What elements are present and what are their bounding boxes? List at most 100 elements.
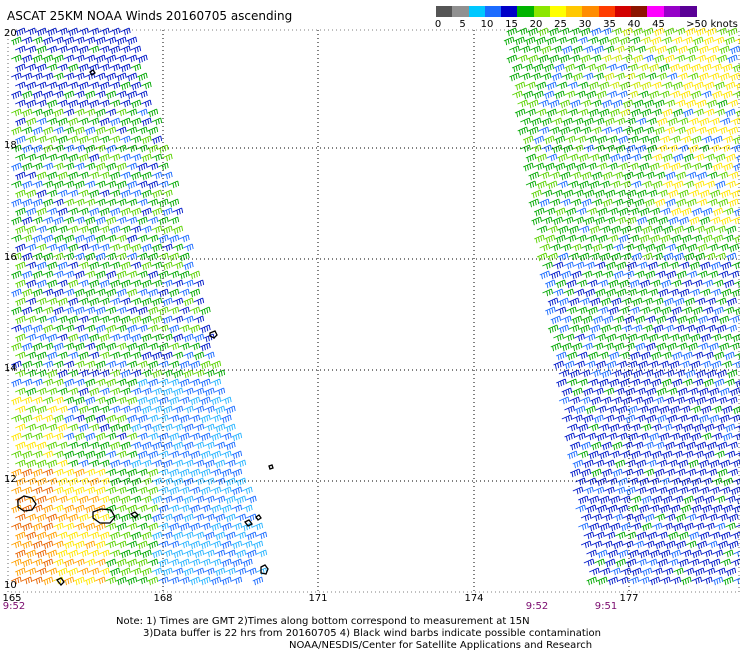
wind-barb (109, 423, 121, 433)
wind-barb (32, 396, 43, 405)
wind-barb (57, 387, 68, 396)
wind-barb (580, 99, 592, 108)
wind-barb (36, 279, 47, 289)
wind-barb (36, 315, 47, 324)
wind-barb (137, 504, 148, 513)
wind-barb (95, 468, 106, 477)
wind-barb (78, 63, 89, 73)
wind-barb (130, 261, 142, 270)
wind-barb (189, 378, 201, 387)
wind-barb (120, 117, 131, 127)
wind-barb (214, 531, 226, 541)
wind-barb (628, 234, 640, 243)
wind-barb (120, 495, 131, 505)
wind-barb (693, 495, 705, 505)
wind-barb (162, 387, 173, 397)
wind-barb (116, 432, 127, 441)
wind-barb (724, 423, 736, 433)
wind-barb (611, 27, 622, 36)
wind-barb (581, 270, 593, 279)
wind-barb (130, 81, 142, 91)
wind-barb (532, 90, 544, 100)
wind-barb (731, 261, 740, 270)
wind-barb (183, 513, 194, 523)
wind-barb (32, 468, 43, 478)
wind-barb (63, 288, 75, 297)
wind-barb (696, 171, 708, 181)
wind-barb (109, 243, 121, 252)
wind-barb (183, 459, 194, 468)
wind-barb (571, 342, 583, 352)
wind-barb (137, 522, 148, 531)
wind-barb (210, 450, 222, 460)
wind-barb (693, 180, 705, 190)
wind-barb (99, 387, 110, 396)
wind-barb (147, 144, 159, 154)
wind-barb (592, 315, 604, 325)
wind-barb (88, 405, 100, 414)
wind-barb (640, 81, 652, 91)
wind-barb (46, 387, 58, 396)
wind-barb (120, 405, 131, 414)
wind-barb (711, 90, 723, 100)
wind-barb (690, 504, 702, 514)
wind-barb (710, 288, 721, 297)
wind-barb (105, 216, 117, 226)
wind-barb (561, 45, 573, 55)
wind-barb (88, 567, 100, 576)
wind-barb (221, 432, 232, 441)
wind-barb (628, 162, 639, 171)
wind-barb (183, 441, 194, 451)
wind-barb (619, 36, 630, 46)
wind-barb (42, 414, 54, 423)
wind-barb (105, 360, 117, 369)
wind-barb (53, 360, 64, 369)
wind-barb (536, 252, 548, 262)
wind-barb (622, 99, 634, 109)
wind-barb (640, 423, 652, 432)
wind-barb (105, 36, 117, 45)
wind-barb (562, 189, 574, 199)
wind-barb (67, 333, 79, 343)
legend-label: 40 (627, 19, 641, 30)
wind-barb (643, 441, 654, 450)
wind-barb (536, 225, 548, 234)
wind-barb (547, 252, 558, 262)
legend-swatch (517, 6, 534, 17)
wind-barb (690, 63, 701, 73)
wind-barb (130, 171, 142, 181)
wind-barb (168, 540, 180, 549)
wind-barb (120, 387, 131, 396)
wind-barb (32, 90, 43, 100)
wind-barb (634, 270, 645, 279)
wind-barb (189, 504, 201, 514)
wind-barb (606, 504, 618, 514)
wind-barb (703, 423, 715, 433)
wind-barb (548, 54, 560, 64)
wind-barb (678, 531, 689, 541)
wind-barb (78, 225, 89, 234)
wind-barb (67, 261, 79, 270)
wind-barb (57, 207, 68, 217)
wind-barb (675, 126, 686, 135)
lon-label-177: 177 (619, 593, 639, 604)
wind-barb (105, 396, 117, 406)
wind-barb (63, 270, 75, 279)
wind-barb (730, 216, 740, 225)
wind-barb (583, 459, 594, 469)
wind-barb (549, 198, 561, 207)
wind-barb (570, 243, 582, 252)
wind-barb (604, 144, 615, 153)
wind-barb (713, 423, 725, 432)
wind-barb (109, 369, 121, 378)
wind-barb (99, 567, 110, 576)
wind-barb (84, 468, 96, 477)
wind-barb (645, 72, 657, 81)
wind-barb (193, 459, 205, 468)
wind-barb (663, 369, 675, 378)
wind-barb (593, 72, 604, 81)
wind-barb (572, 414, 583, 423)
wind-barb (105, 522, 117, 531)
wind-barb (183, 369, 194, 379)
wind-barb (654, 198, 666, 208)
